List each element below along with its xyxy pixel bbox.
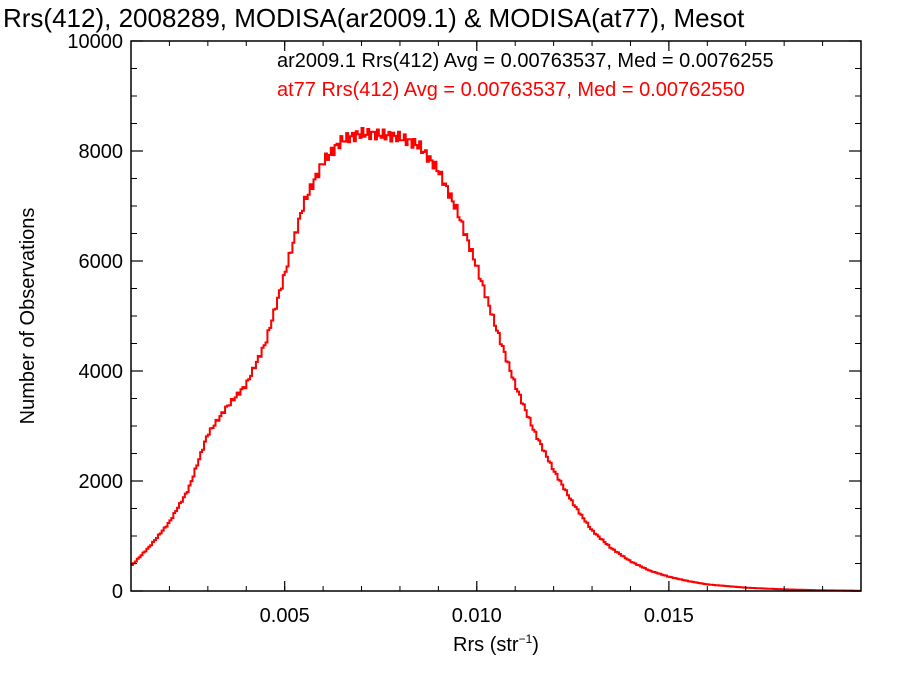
y-tick-label: 8000 <box>79 141 124 163</box>
series-at77-line <box>131 127 861 592</box>
series-ar2009.1-line <box>131 127 861 592</box>
series-layer <box>131 127 861 592</box>
y-tick-label: 10000 <box>67 31 123 53</box>
annotation-ar2009: ar2009.1 Rrs(412) Avg = 0.00763537, Med … <box>277 50 774 72</box>
x-tick-label: 0.010 <box>452 605 502 627</box>
x-tick-label: 0.015 <box>644 605 694 627</box>
y-tick-label: 2000 <box>79 471 124 493</box>
plot-frame <box>130 40 862 592</box>
chart-title: Rrs(412), 2008289, MODISA(ar2009.1) & MO… <box>3 3 745 33</box>
x-axis-label: Rrs (str−1) <box>453 632 539 656</box>
y-tick-label: 6000 <box>79 251 124 273</box>
y-tick-label: 4000 <box>79 361 124 383</box>
y-tick-label: 0 <box>112 581 123 603</box>
ticks-layer: 0.005 0.010 0.015 0 2000 4000 6000 8000 10000 <box>67 31 862 627</box>
x-axis-label-end: ) <box>532 634 539 656</box>
x-tick-label: 0.005 <box>260 605 310 627</box>
annotation-at77: at77 Rrs(412) Avg = 0.00763537, Med = 0.… <box>277 79 745 101</box>
x-axis-label-base: Rrs (str <box>453 634 519 656</box>
y-axis-label: Number of Observations <box>17 208 39 425</box>
x-axis-label-superscript: −1 <box>519 632 533 646</box>
